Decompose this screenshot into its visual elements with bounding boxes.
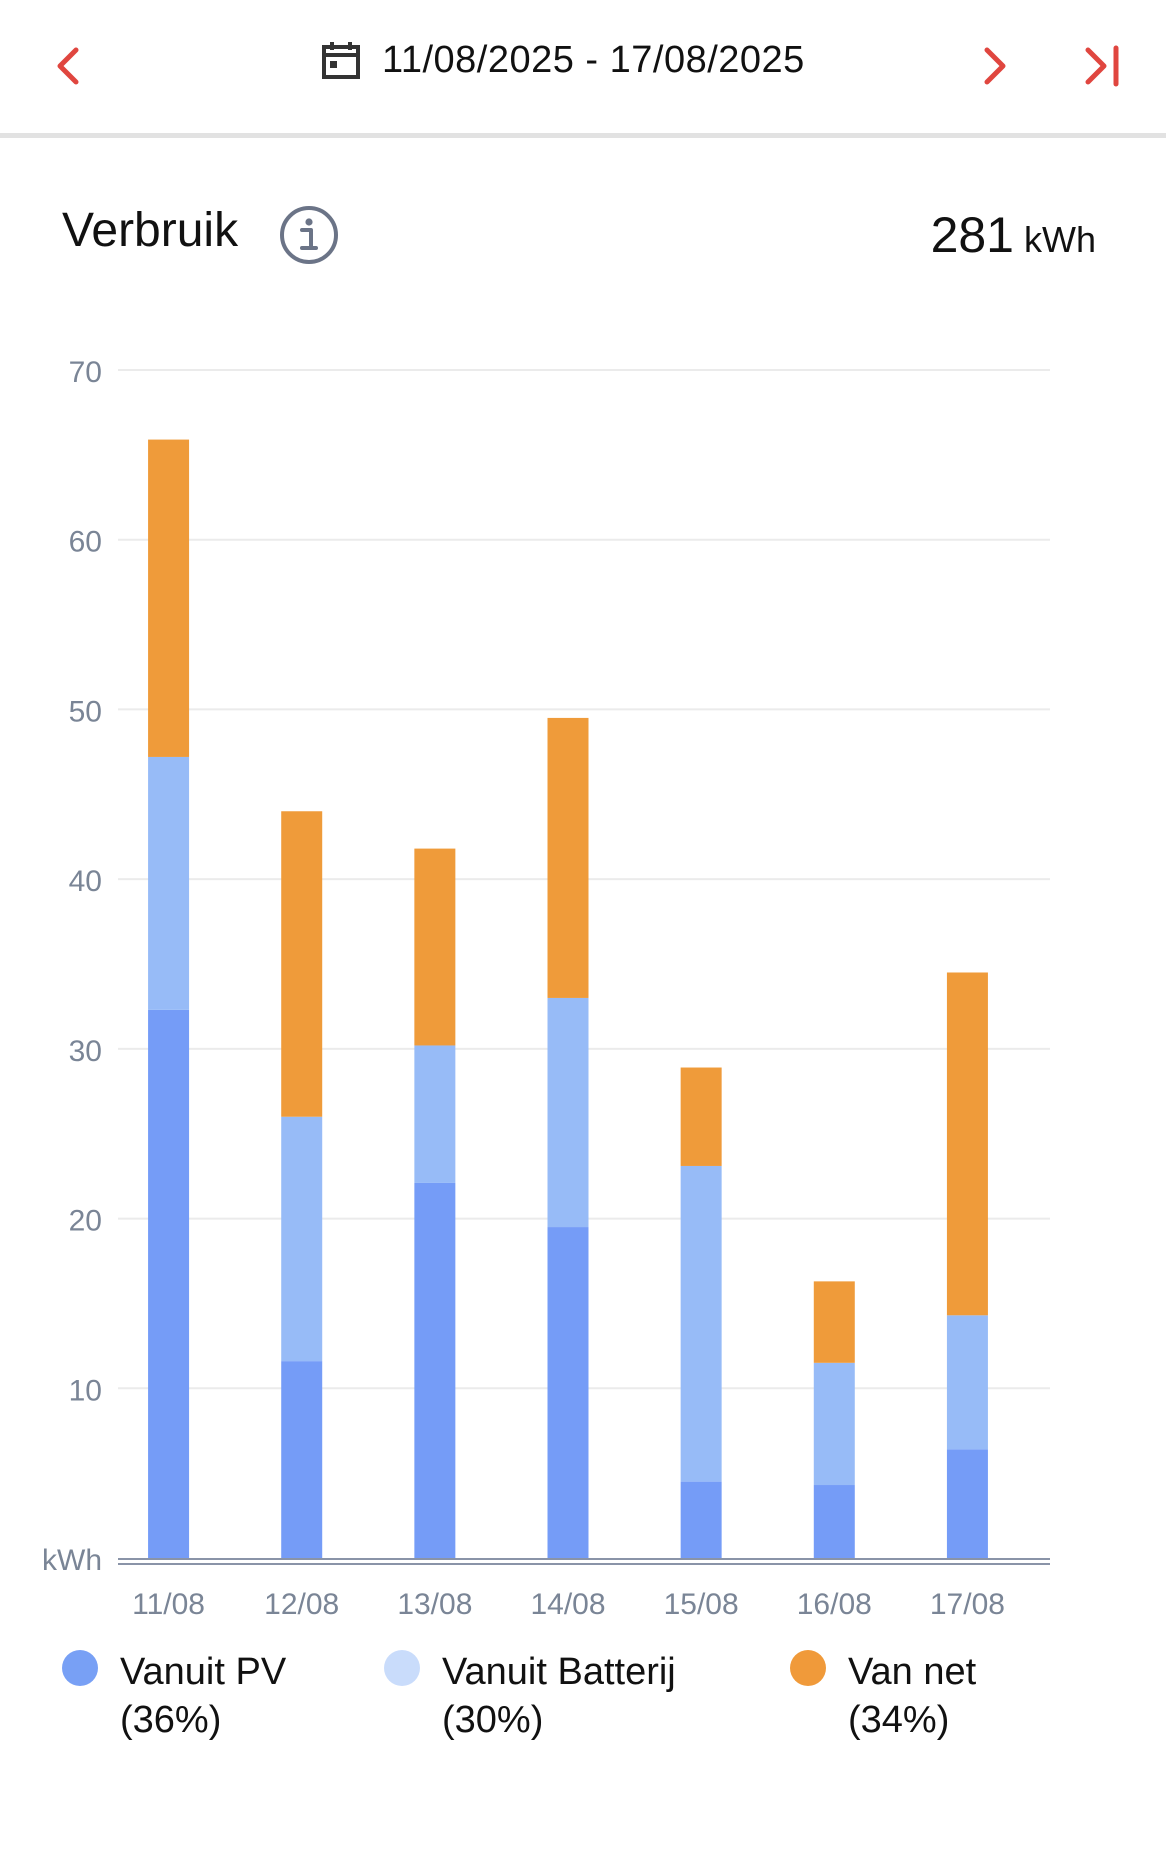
y-tick-label: 50 bbox=[69, 695, 102, 728]
legend-pct-pv: (36%) bbox=[120, 1699, 222, 1741]
legend-dot-net bbox=[790, 1650, 826, 1686]
y-tick-label: 10 bbox=[69, 1374, 102, 1407]
bar-segment-pv[interactable] bbox=[813, 1485, 855, 1558]
bar-segment-pv[interactable] bbox=[547, 1227, 589, 1558]
bar-segment-net[interactable] bbox=[813, 1281, 855, 1363]
date-range-label: 11/08/2025 - 17/08/2025 bbox=[382, 38, 805, 81]
calendar-icon bbox=[322, 42, 360, 79]
x-tick-label: 15/08 bbox=[664, 1588, 739, 1621]
legend-label-net: Van net bbox=[848, 1651, 977, 1693]
x-tick-label: 16/08 bbox=[797, 1588, 872, 1621]
next-period-button[interactable] bbox=[965, 36, 1025, 96]
legend-dot-pv bbox=[62, 1650, 98, 1686]
bar-segment-pv[interactable] bbox=[148, 1009, 190, 1558]
bar-segment-pv[interactable] bbox=[680, 1481, 722, 1558]
date-range-picker[interactable]: 11/08/2025 - 17/08/2025 bbox=[320, 30, 805, 90]
legend-dot-batterij bbox=[384, 1650, 420, 1686]
bar-segment-batterij[interactable] bbox=[813, 1362, 855, 1486]
chevron-right-icon bbox=[984, 47, 1006, 85]
legend-pct-batterij: (30%) bbox=[442, 1699, 544, 1741]
total-unit: kWh bbox=[1024, 219, 1096, 260]
bar-segment-batterij[interactable] bbox=[148, 756, 190, 1010]
bar-segment-batterij[interactable] bbox=[680, 1165, 722, 1482]
bar-segment-batterij[interactable] bbox=[414, 1045, 456, 1183]
consumption-bar-chart: 10 20 30 40 50 60 70 kWh 11/08 12/08 13/08 14/08 15/… bbox=[42, 356, 1050, 1621]
legend-label-pv: Vanuit PV bbox=[120, 1651, 287, 1693]
bar-segment-pv[interactable] bbox=[946, 1449, 988, 1558]
y-tick-label: 30 bbox=[69, 1035, 102, 1068]
info-button[interactable] bbox=[278, 204, 340, 266]
y-tick-label: 60 bbox=[69, 526, 102, 559]
y-tick-label: 20 bbox=[69, 1205, 102, 1238]
bar-segment-net[interactable] bbox=[148, 439, 190, 757]
axes: 10 20 30 40 50 60 70 kWh 11/08 12/08 13/08 14/08 15/… bbox=[42, 356, 1050, 1621]
legend-item-batterij: Vanuit Batterij (30%) bbox=[384, 1648, 676, 1744]
y-tick-label: 70 bbox=[69, 356, 102, 389]
bar-segment-net[interactable] bbox=[680, 1067, 722, 1166]
last-period-button[interactable] bbox=[1072, 36, 1132, 96]
y-tick-label: 40 bbox=[69, 865, 102, 898]
date-navigation-bar: 11/08/2025 - 17/08/2025 bbox=[0, 0, 1166, 138]
total-value: 281 bbox=[930, 207, 1014, 263]
chevron-left-icon bbox=[57, 47, 79, 85]
bar-segment-batterij[interactable] bbox=[946, 1315, 988, 1450]
bar-segment-pv[interactable] bbox=[281, 1361, 323, 1558]
legend-pct-net: (34%) bbox=[848, 1699, 950, 1741]
total-consumption: 281 kWh bbox=[931, 206, 1096, 264]
bar-segment-pv[interactable] bbox=[414, 1182, 456, 1558]
info-icon bbox=[280, 206, 338, 264]
bar-segment-batterij[interactable] bbox=[547, 997, 589, 1228]
bar-segment-net[interactable] bbox=[946, 972, 988, 1316]
section-title: Verbruik bbox=[62, 204, 239, 257]
y-axis-unit-label: kWh bbox=[42, 1544, 102, 1577]
bar-segment-batterij[interactable] bbox=[281, 1116, 323, 1362]
bar-segment-net[interactable] bbox=[414, 848, 456, 1046]
x-tick-label: 12/08 bbox=[264, 1588, 339, 1621]
legend-item-net: Van net (34%) bbox=[790, 1648, 976, 1744]
x-tick-label: 11/08 bbox=[132, 1588, 205, 1621]
bars bbox=[148, 439, 988, 1558]
bar-segment-net[interactable] bbox=[547, 717, 589, 998]
legend-label-batterij: Vanuit Batterij bbox=[442, 1651, 676, 1693]
bar-segment-net[interactable] bbox=[281, 811, 323, 1117]
x-tick-label: 13/08 bbox=[397, 1588, 472, 1621]
previous-period-button[interactable] bbox=[38, 36, 98, 96]
chart-legend: Vanuit PV (36%) Vanuit Batterij (30%) Va… bbox=[0, 1648, 1166, 1768]
x-tick-label: 17/08 bbox=[930, 1588, 1005, 1621]
skip-to-end-icon bbox=[1085, 45, 1119, 87]
legend-item-pv: Vanuit PV (36%) bbox=[62, 1648, 286, 1744]
x-tick-label: 14/08 bbox=[530, 1588, 605, 1621]
